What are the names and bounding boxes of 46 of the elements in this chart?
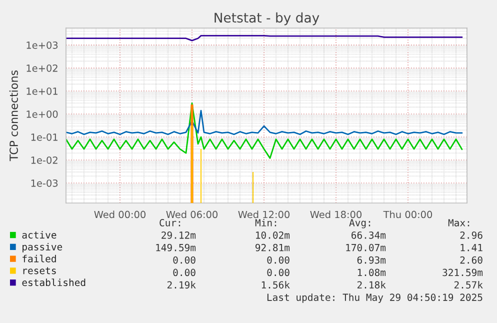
text: 6.93m [357,256,386,264]
text: 66.34m [352,231,386,239]
legend-label: passive [22,242,62,252]
text: 0.00 [267,256,290,264]
text: 92.81m [255,244,290,252]
text: Cur: [160,219,180,226]
text: 2.18k [357,281,386,289]
text: 10.02m [256,231,290,239]
text: 0.00 [173,268,196,276]
y-tick-label: 1e-01 [31,133,58,141]
x-tick-label: Wed 18:00 [310,210,362,218]
text: 0.00 [267,268,290,276]
legend-label: resets [23,267,56,274]
line-series [66,102,463,159]
text: 0.00 [173,256,196,264]
x-tick-label: Wed 12:00 [238,210,290,218]
text: 29.12m [162,231,196,239]
text: Max: [448,219,470,226]
text: 2.96 [460,231,482,239]
y-tick-label: 1e-02 [31,156,58,164]
legend-label: active [22,231,56,239]
text: Min: [255,218,276,226]
y-tick-label: 1e+02 [26,64,58,72]
text: 1.08m [358,268,386,276]
text: Avg: [349,219,370,228]
text: 2.57k [454,281,483,289]
y-tick-label: 1e+01 [26,87,58,95]
text: 170.07m [346,244,386,252]
text: 2.19k [167,281,196,289]
line-series [66,110,463,136]
text: 149.59m [156,244,196,252]
chart-title: Netstat - by day [214,12,320,26]
y-tick-label: 1e-03 [31,179,58,187]
text: 1.41 [460,244,482,252]
legend-label: established [22,278,86,286]
legend-label: failed [22,254,56,262]
text: 1.56k [262,281,290,289]
text: 2.60 [460,256,482,264]
text: Last update: Thu May 29 04:50:19 2025 [267,293,482,303]
x-tick-label: Wed 00:00 [94,210,146,218]
y-tick-label: 1e+03 [26,42,58,49]
x-tick-label: Thu 00:00 [383,210,432,218]
x-tick-label: Wed 06:00 [166,210,218,218]
text: 321.59m [442,268,483,276]
y-tick-label: 1e+00 [26,110,58,118]
y-axis-title: TCP connections [9,70,18,162]
